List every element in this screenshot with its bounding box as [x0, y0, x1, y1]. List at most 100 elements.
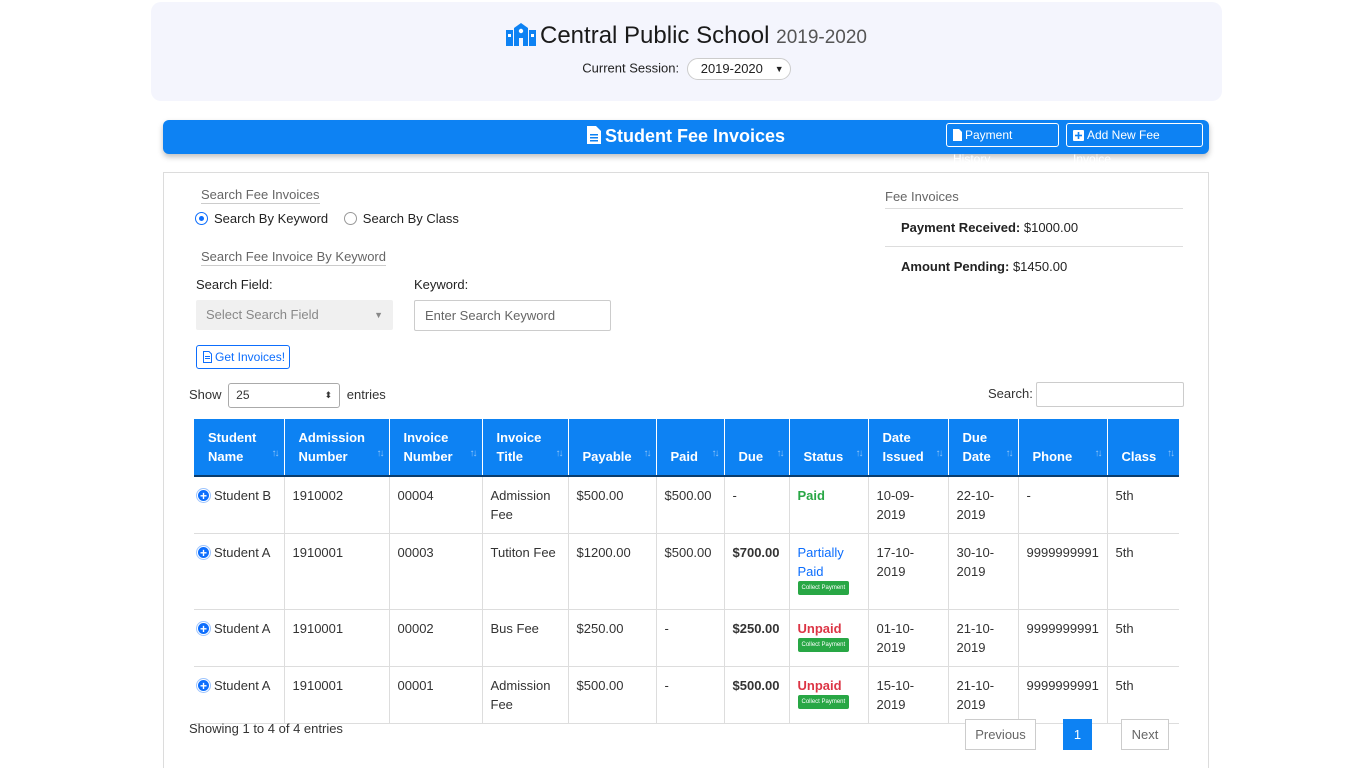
expand-row-icon[interactable]: + [197, 546, 210, 560]
sort-icon: ↑↓ [1094, 448, 1103, 459]
caret-down-icon: ▼ [774, 64, 784, 74]
due-date-value: 30-10-2019 [956, 545, 995, 579]
paid-value: $500.00 [664, 545, 712, 560]
search-section-title: Search Fee Invoices [201, 187, 320, 204]
pending-label: Amount Pending: [901, 259, 1010, 274]
table-body: + Student B 1910002 00004 Admission Fee $500.… [194, 476, 1179, 724]
sort-icon: ↑↓ [1005, 448, 1014, 459]
cell-issued: 10-09-2019 [868, 476, 949, 534]
radio-class[interactable]: Search By Class [343, 211, 459, 226]
table-search-input[interactable] [1035, 382, 1184, 407]
status-badge: Unpaid [797, 621, 842, 636]
column-header[interactable]: Paid ↑↓ [656, 419, 725, 477]
collect-payment-button[interactable]: Collect Payment [797, 695, 850, 709]
invoice-no-value: 00001 [397, 678, 434, 693]
payable-value: $1200.00 [576, 545, 631, 560]
admission-value: 1910001 [292, 621, 344, 636]
column-header[interactable]: Status ↑↓ [789, 419, 869, 477]
radio-class-indicator[interactable] [343, 212, 357, 225]
class-value: 5th [1115, 488, 1134, 503]
radio-keyword-indicator[interactable] [195, 212, 208, 225]
student-name: Student B [214, 488, 272, 503]
cell-due-date: 21-10-2019 [948, 609, 1019, 667]
get-invoices-button[interactable]: Get Invoices! [196, 345, 290, 369]
issued-value: 01-10-2019 [876, 621, 915, 655]
cell-student: + Student A [194, 666, 285, 724]
paid-value: $500.00 [664, 488, 712, 503]
column-header-label: Due [738, 449, 764, 464]
add-invoice-label: Add New Fee Invoice [1073, 128, 1160, 166]
next-page-button[interactable]: Next [1121, 719, 1169, 750]
table-search-label: Search: [988, 385, 1033, 401]
cell-status: Unpaid Collect Payment [789, 666, 869, 724]
cell-due: $500.00 [724, 666, 790, 724]
column-header[interactable]: Class ↑↓ [1107, 419, 1179, 477]
add-fee-invoice-button[interactable]: Add New Fee Invoice [1066, 123, 1203, 166]
collect-payment-button[interactable]: Collect Payment [797, 638, 850, 652]
column-header[interactable]: Payable ↑↓ [568, 419, 657, 477]
cell-student: + Student A [194, 533, 285, 610]
payment-history-button[interactable]: Payment History [946, 123, 1059, 166]
school-icon [506, 22, 536, 53]
cell-phone: 9999999991 [1018, 609, 1108, 667]
sort-icon: ↑↓ [776, 448, 785, 459]
cell-invoice-no: 00002 [389, 609, 483, 667]
column-header[interactable]: Phone ↑↓ [1018, 419, 1108, 477]
column-header[interactable]: Due ↑↓ [724, 419, 790, 477]
table-row: + Student A 1910001 00001 Admission Fee $500.… [194, 666, 1179, 724]
phone-value: 9999999991 [1026, 621, 1099, 636]
column-header-label: Date Issued [882, 430, 924, 464]
cell-phone: 9999999991 [1018, 533, 1108, 610]
class-value: 5th [1115, 678, 1134, 693]
column-header[interactable]: Invoice Title ↑↓ [482, 419, 569, 477]
cell-paid: - [656, 666, 725, 724]
cell-status: Paid [789, 476, 869, 534]
radio-keyword-label: Search By Keyword [214, 211, 329, 226]
phone-value: 9999999991 [1026, 545, 1099, 560]
payment-history-label: Payment History [953, 128, 1013, 166]
caret-down-icon: ▼ [374, 310, 383, 320]
cell-phone: 9999999991 [1018, 666, 1108, 724]
cell-admission: 1910001 [284, 533, 390, 610]
collect-payment-button[interactable]: Collect Payment [797, 581, 850, 595]
cell-class: 5th [1107, 666, 1179, 724]
status-badge: Unpaid [797, 678, 842, 693]
search-field-select[interactable]: Select Search Field ▼ [196, 300, 393, 330]
expand-row-icon[interactable]: + [197, 489, 210, 503]
entries-select[interactable]: 25 ⬍ [228, 383, 341, 408]
due-date-value: 21-10-2019 [956, 621, 995, 655]
due-value: $700.00 [732, 545, 780, 560]
cell-due-date: 21-10-2019 [948, 666, 1019, 724]
search-mode-radios: Search By Keyword Search By Class [195, 211, 459, 226]
invoice-no-value: 00002 [397, 621, 434, 636]
radio-class-label: Search By Class [362, 211, 459, 226]
column-header[interactable]: Student Name ↑↓ [194, 419, 285, 477]
phone-value: 9999999991 [1026, 678, 1099, 693]
cell-invoice-no: 00003 [389, 533, 483, 610]
page-1-button[interactable]: 1 [1063, 719, 1092, 750]
keyword-input[interactable] [414, 300, 611, 331]
column-header[interactable]: Due Date ↑↓ [948, 419, 1019, 477]
keyword-search-title: Search Fee Invoice By Keyword [201, 249, 386, 266]
invoice-no-value: 00004 [397, 488, 434, 503]
page-title-text: Student Fee Invoices [604, 126, 786, 146]
column-header-label: Phone [1032, 449, 1073, 464]
column-header[interactable]: Admission Number ↑↓ [284, 419, 390, 477]
expand-row-icon[interactable]: + [197, 679, 210, 693]
expand-row-icon[interactable]: + [197, 622, 210, 636]
page-title: Student Fee Invoices [163, 126, 1209, 149]
search-field-label: Search Field: [196, 277, 273, 292]
column-header[interactable]: Invoice Number ↑↓ [389, 419, 483, 477]
session-select[interactable]: 2019-2020 ▼ [686, 58, 791, 80]
column-header-label: Payable [582, 449, 632, 464]
previous-page-button[interactable]: Previous [965, 719, 1036, 750]
issued-value: 15-10-2019 [876, 678, 915, 712]
student-cell: + Student A [197, 676, 276, 695]
column-header[interactable]: Date Issued ↑↓ [868, 419, 949, 477]
invoices-title-bar: Student Fee Invoices Payment History Add… [163, 120, 1209, 166]
cell-admission: 1910001 [284, 609, 390, 667]
cell-paid: $500.00 [656, 476, 725, 534]
session-label: Current Session: [582, 60, 680, 76]
radio-keyword[interactable]: Search By Keyword [195, 211, 328, 226]
sort-icon: ↑↓ [1167, 448, 1175, 459]
